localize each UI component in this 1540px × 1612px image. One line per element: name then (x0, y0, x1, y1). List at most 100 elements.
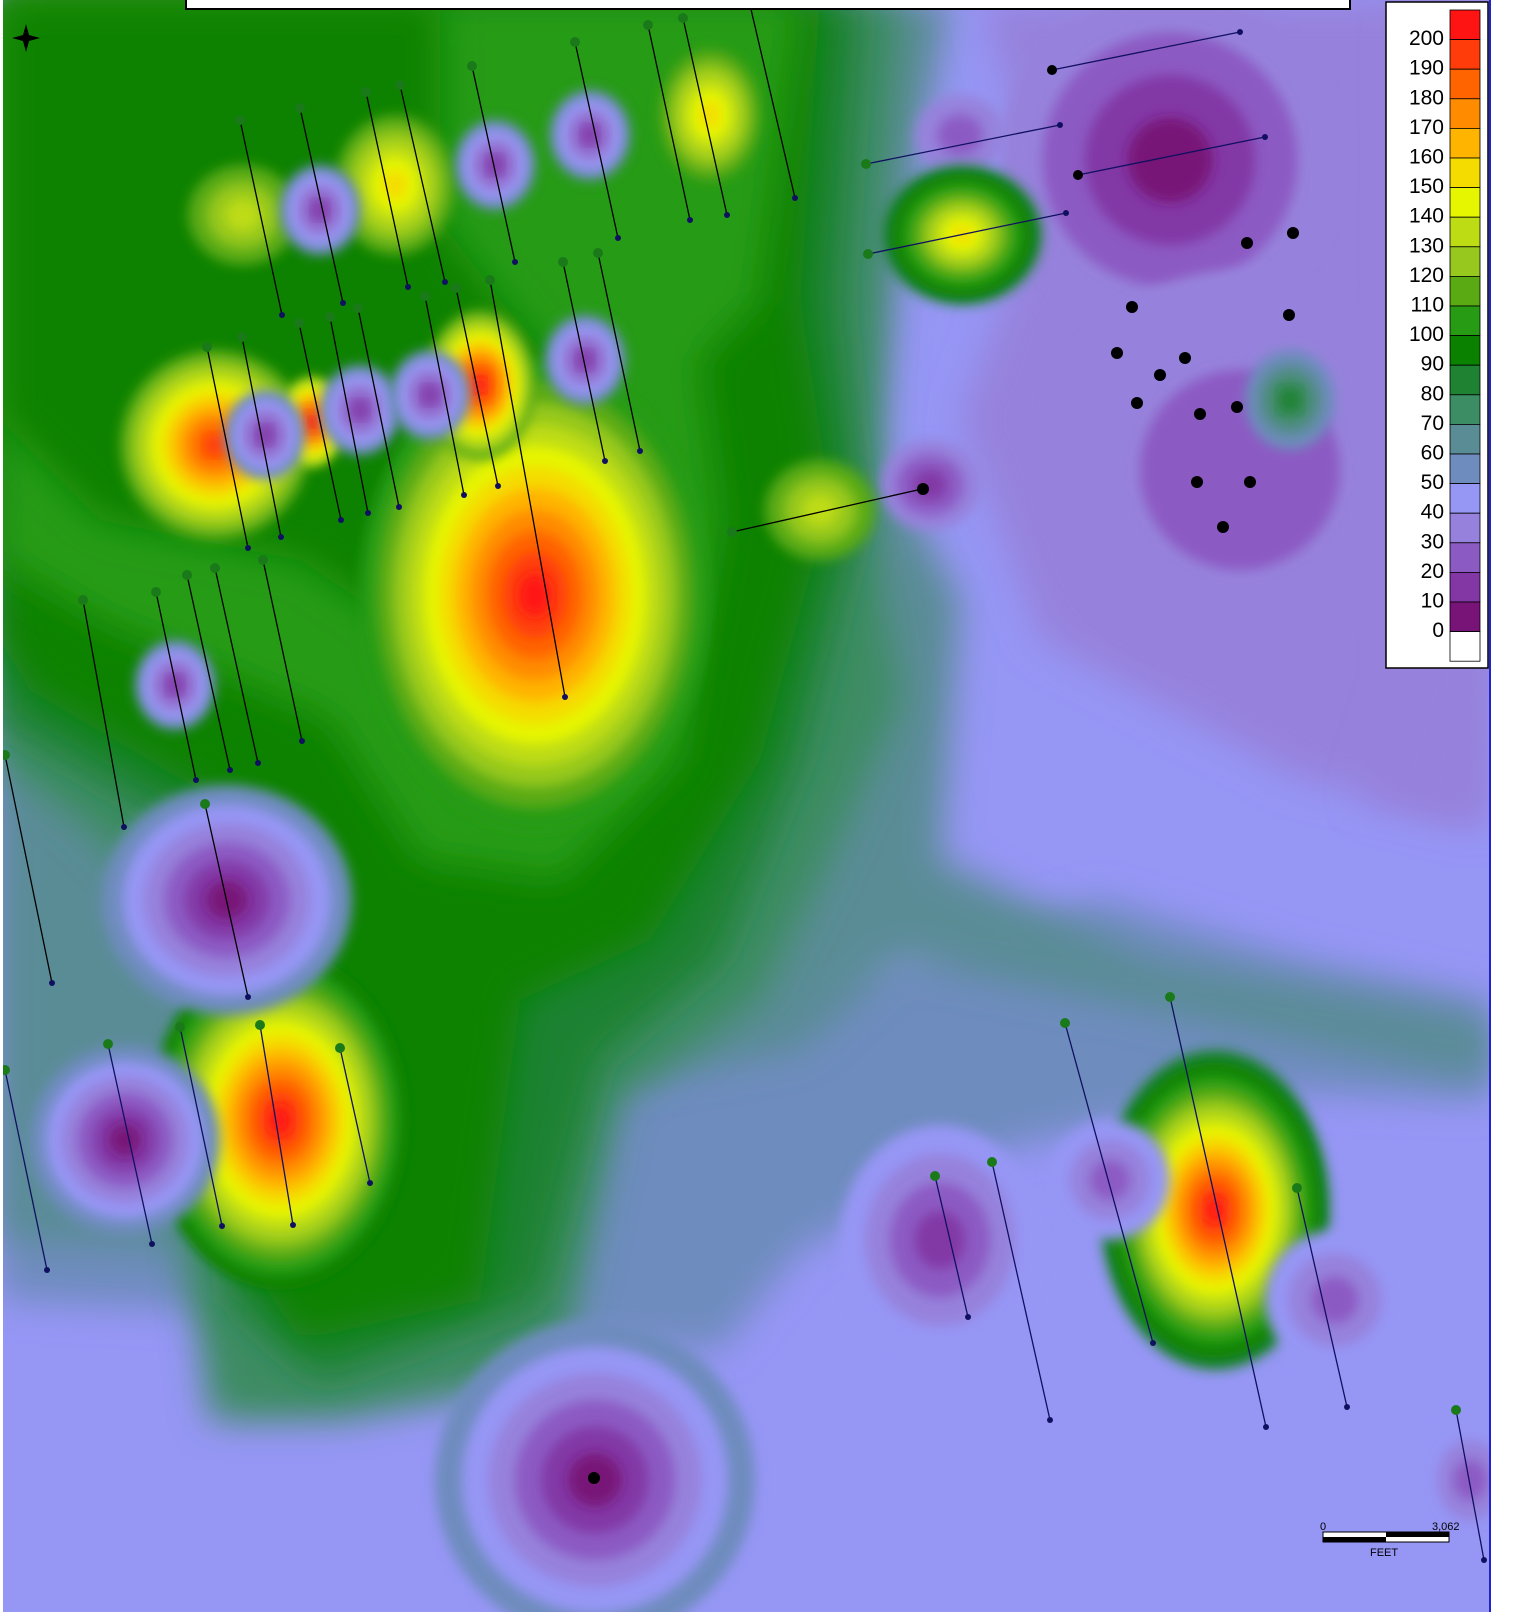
scale-end: 3,062 (1432, 1521, 1460, 1533)
legend-swatch (1450, 365, 1480, 395)
well-toe (49, 980, 55, 986)
legend: 2001901801701601501401301201101009080706… (1386, 2, 1488, 668)
well-head (1217, 521, 1229, 533)
legend-swatch (1450, 424, 1480, 454)
legend-swatch-blank (1450, 632, 1480, 662)
well-toe (367, 1180, 373, 1186)
well-toe (279, 312, 285, 318)
legend-label: 30 (1421, 530, 1444, 553)
well-head (1073, 170, 1083, 180)
well-head (295, 103, 305, 113)
well-toe (193, 777, 199, 783)
contour-band (422, 386, 438, 404)
well-toe (245, 545, 251, 551)
well-head (255, 1020, 265, 1030)
legend-swatch (1450, 128, 1480, 158)
well-head (917, 483, 929, 495)
scale-start: 0 (1320, 1521, 1326, 1533)
well-head (467, 61, 477, 71)
well-head (1191, 476, 1203, 488)
legend-swatch (1450, 543, 1480, 573)
well-head (570, 37, 580, 47)
legend-label: 70 (1421, 412, 1444, 435)
legend-swatch (1450, 10, 1480, 40)
well-toe (255, 760, 261, 766)
well-head (395, 80, 405, 90)
legend-swatch (1450, 99, 1480, 129)
well-toe (965, 1314, 971, 1320)
well-head (325, 312, 335, 322)
well-head (235, 115, 245, 125)
well-toe (365, 510, 371, 516)
contour-band (802, 493, 839, 526)
contour-band (1128, 118, 1213, 203)
legend-label: 110 (1411, 294, 1444, 317)
well-toe (299, 738, 305, 744)
well-head (210, 563, 220, 573)
well-toe (602, 458, 608, 464)
legend-swatch (1450, 188, 1480, 218)
map-field (0, 0, 1540, 1612)
legend-swatch (1450, 217, 1480, 247)
well-head (593, 248, 603, 258)
legend-swatch (1450, 69, 1480, 99)
well-toe (227, 767, 233, 773)
legend-label: 80 (1421, 382, 1444, 405)
well-toe (245, 994, 251, 1000)
contour-band (204, 434, 225, 455)
well-toe (512, 259, 518, 265)
contour-band (352, 401, 368, 419)
contour-band (913, 470, 946, 500)
well-toe (149, 1241, 155, 1247)
legend-label: 90 (1421, 353, 1444, 376)
well-head (588, 1472, 600, 1484)
well-head (1194, 408, 1206, 420)
well-toe (278, 534, 284, 540)
well-head (202, 342, 212, 352)
legend-label: 20 (1421, 560, 1444, 583)
legend-swatch (1450, 454, 1480, 484)
well-toe (340, 300, 346, 306)
well-toe (1344, 1404, 1350, 1410)
legend-label: 60 (1421, 442, 1444, 465)
legend-label: 10 (1421, 590, 1444, 613)
well-toe (724, 212, 730, 218)
well-head (361, 87, 371, 97)
well-head (1126, 301, 1138, 313)
legend-swatch (1450, 40, 1480, 70)
well-toe (562, 694, 568, 700)
well-head (485, 275, 495, 285)
well-head (335, 1043, 345, 1053)
legend-label: 40 (1421, 501, 1444, 524)
well-head (930, 1171, 940, 1181)
well-head (182, 570, 192, 580)
legend-label: 130 (1409, 234, 1444, 257)
legend-swatch (1450, 247, 1480, 277)
contour-band (312, 201, 328, 219)
well-toe (1237, 29, 1243, 35)
well-toe (338, 517, 344, 523)
well-head (1111, 347, 1123, 359)
well-head (1292, 1183, 1302, 1193)
well-toe (1063, 210, 1069, 216)
well-head (237, 332, 247, 342)
well-head (353, 303, 363, 313)
well-head (294, 318, 304, 328)
legend-label: 190 (1409, 57, 1444, 80)
well-toe (1150, 1340, 1156, 1346)
well-head (558, 257, 568, 267)
legend-label: 0 (1432, 619, 1444, 642)
contour-band (1453, 1460, 1486, 1500)
legend-label: 100 (1409, 323, 1444, 346)
well-toe (1481, 1557, 1487, 1563)
well-toe (1057, 122, 1063, 128)
well-toe (1263, 1424, 1269, 1430)
contour-band (269, 1106, 291, 1134)
contour-band (308, 417, 315, 427)
well-head (1241, 237, 1253, 249)
well-head (678, 13, 688, 23)
legend-label: 140 (1409, 205, 1444, 228)
well-head (1047, 65, 1057, 75)
well-head (151, 587, 161, 597)
well-toe (405, 284, 411, 290)
